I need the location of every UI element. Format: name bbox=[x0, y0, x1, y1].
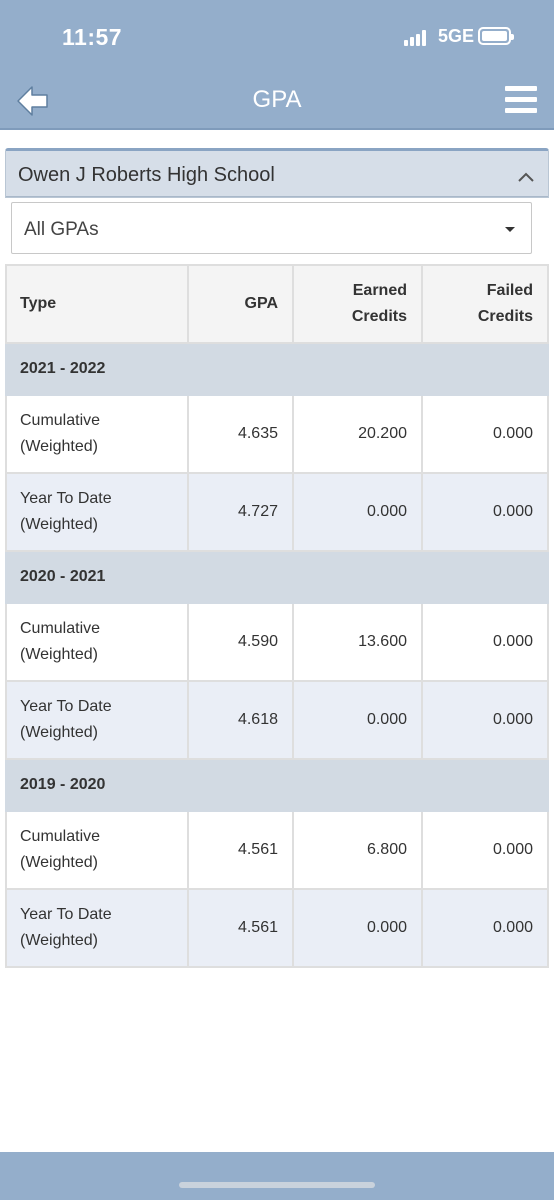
gpa-type: Year To Date (Weighted) bbox=[5, 472, 189, 552]
back-button[interactable] bbox=[14, 82, 52, 120]
gpa-value: 4.618 bbox=[187, 680, 294, 760]
school-panel-header[interactable]: Owen J Roberts High School bbox=[6, 151, 548, 197]
gpa-value: 4.635 bbox=[187, 394, 294, 474]
gpa-type: Cumulative (Weighted) bbox=[5, 602, 189, 682]
gpa-value: 4.561 bbox=[187, 810, 294, 890]
gpa-filter-select[interactable]: All GPAs bbox=[11, 202, 532, 254]
gpa-type: Cumulative (Weighted) bbox=[5, 810, 189, 890]
gpa-type: Cumulative (Weighted) bbox=[5, 394, 189, 474]
failed-credits: 0.000 bbox=[421, 602, 549, 682]
gpa-table: Type GPA Earned Credits Failed Credits 202… bbox=[5, 264, 549, 968]
year-label: 2021 - 2022 bbox=[5, 342, 549, 396]
network-type: 5GE bbox=[438, 26, 475, 46]
gpa-filter-value: All GPAs bbox=[24, 219, 99, 240]
earned-credits: 0.000 bbox=[292, 472, 423, 552]
year-group-row: 2020 - 2021 bbox=[5, 550, 549, 604]
gpa-type: Year To Date (Weighted) bbox=[5, 888, 189, 968]
failed-credits: 0.000 bbox=[421, 394, 549, 474]
year-group-row: 2019 - 2020 bbox=[5, 758, 549, 812]
back-arrow-icon bbox=[17, 86, 48, 116]
col-header-failed-credits: Failed Credits bbox=[421, 264, 549, 344]
table-row: Cumulative (Weighted) 4.561 6.800 0.000 bbox=[5, 810, 549, 890]
school-panel: Owen J Roberts High School bbox=[5, 148, 549, 198]
year-label: 2019 - 2020 bbox=[5, 758, 549, 812]
earned-credits: 20.200 bbox=[292, 394, 423, 474]
battery-icon bbox=[478, 27, 514, 45]
col-header-type: Type bbox=[5, 264, 189, 344]
caret-down-icon bbox=[505, 227, 515, 232]
table-row: Year To Date (Weighted) 4.561 0.000 0.000 bbox=[5, 888, 549, 968]
table-row: Cumulative (Weighted) 4.590 13.600 0.000 bbox=[5, 602, 549, 682]
hamburger-menu-icon bbox=[505, 86, 537, 91]
failed-credits: 0.000 bbox=[421, 680, 549, 760]
gpa-value: 4.590 bbox=[187, 602, 294, 682]
chevron-up-icon[interactable] bbox=[518, 169, 534, 185]
top-bar: 11:57 5GE GPA bbox=[0, 0, 554, 130]
school-name: Owen J Roberts High School bbox=[18, 164, 275, 186]
earned-credits: 13.600 bbox=[292, 602, 423, 682]
table-row: Year To Date (Weighted) 4.618 0.000 0.000 bbox=[5, 680, 549, 760]
page-title: GPA bbox=[252, 86, 302, 113]
failed-credits: 0.000 bbox=[421, 888, 549, 968]
gpa-value: 4.727 bbox=[187, 472, 294, 552]
year-label: 2020 - 2021 bbox=[5, 550, 549, 604]
table-header-row: Type GPA Earned Credits Failed Credits bbox=[5, 264, 549, 344]
earned-credits: 0.000 bbox=[292, 888, 423, 968]
home-indicator[interactable] bbox=[179, 1182, 375, 1188]
earned-credits: 0.000 bbox=[292, 680, 423, 760]
col-header-gpa: GPA bbox=[187, 264, 294, 344]
cellular-signal-icon bbox=[404, 30, 430, 46]
menu-button[interactable] bbox=[505, 86, 537, 114]
gpa-type: Year To Date (Weighted) bbox=[5, 680, 189, 760]
gpa-value: 4.561 bbox=[187, 888, 294, 968]
failed-credits: 0.000 bbox=[421, 472, 549, 552]
table-row: Cumulative (Weighted) 4.635 20.200 0.000 bbox=[5, 394, 549, 474]
col-header-earned-credits: Earned Credits bbox=[292, 264, 423, 344]
bottom-bar bbox=[0, 1152, 554, 1200]
table-row: Year To Date (Weighted) 4.727 0.000 0.000 bbox=[5, 472, 549, 552]
earned-credits: 6.800 bbox=[292, 810, 423, 890]
failed-credits: 0.000 bbox=[421, 810, 549, 890]
status-time: 11:57 bbox=[62, 24, 123, 50]
year-group-row: 2021 - 2022 bbox=[5, 342, 549, 396]
